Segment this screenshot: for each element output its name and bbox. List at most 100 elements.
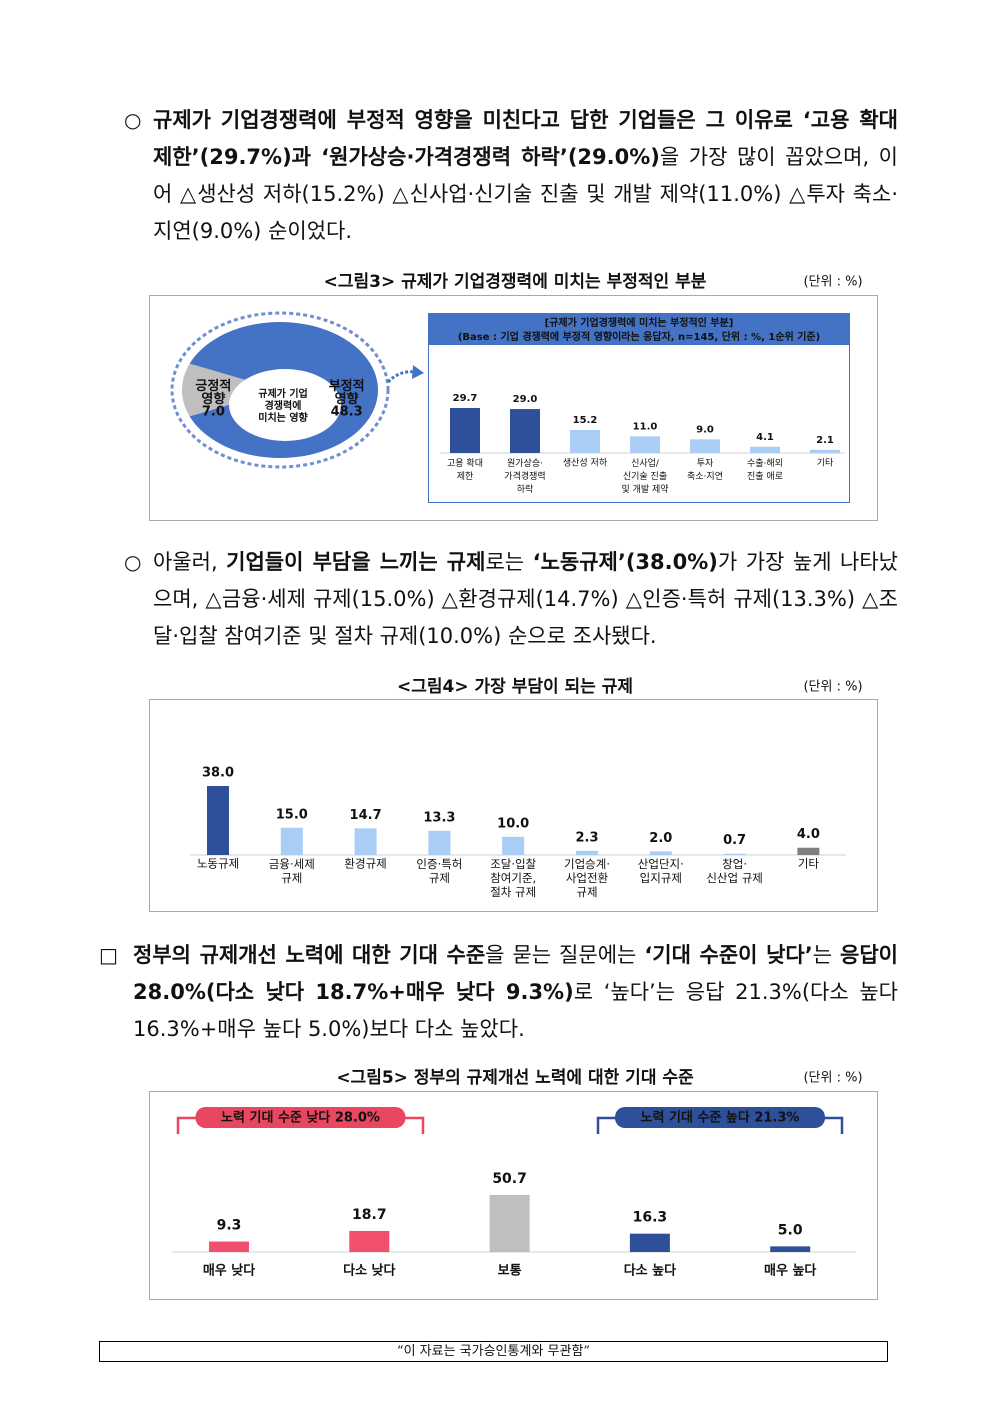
- annotation-pill: [195, 1107, 406, 1128]
- category-label: 수출·해외 진출 애로: [747, 457, 783, 482]
- footer: “이 자료는 국가승인통계와 무관함”: [99, 1341, 888, 1362]
- value-label: 15.2: [573, 415, 598, 426]
- bar: [690, 439, 720, 453]
- value-label: 18.7: [352, 1207, 387, 1223]
- value-label: 50.7: [492, 1171, 527, 1187]
- text-run: 아울러,: [153, 550, 227, 574]
- category-label: 신사업/신기술 진출 및 개발 제약: [621, 458, 668, 495]
- slice-value: 7.0: [202, 405, 225, 420]
- annotation: 노력 기대 수준 낮다 28.0%: [221, 1110, 380, 1126]
- value-label: 9.3: [217, 1218, 242, 1234]
- category-label: 다소 낮다: [343, 1263, 395, 1279]
- text-run: 정부의 규제개선 노력에 대한 기대 수준: [133, 943, 486, 967]
- bar: [502, 836, 525, 855]
- category-label: 환경규제: [344, 857, 386, 871]
- slice-value: 48.3: [331, 405, 363, 420]
- category-label: 보통: [498, 1264, 522, 1279]
- unit-label: (단위 : %): [803, 1071, 862, 1086]
- value-label: 4.0: [797, 827, 820, 842]
- figure-box: [149, 699, 878, 912]
- bar: [629, 1233, 670, 1252]
- category-label: 기타: [798, 857, 820, 871]
- annotation-pill: [615, 1107, 825, 1128]
- category-label: 노동규제: [197, 857, 239, 871]
- bar: [576, 850, 598, 855]
- figure-title: <그림4> 가장 부담이 되는 규제: [397, 677, 633, 697]
- category-label: 고용 확대 제한: [447, 457, 483, 482]
- text-run: 가 가장 높게 나타났으며, △금융·세제 규제(15.0%) △환경규제(14…: [153, 550, 898, 648]
- value-label: 0.7: [723, 833, 746, 848]
- paragraph: 아울러, 기업들이 부담을 느끼는 규제로는 ‘노동규제’(38.0%)가 가장…: [153, 544, 898, 655]
- category-label: 투자 축소·지연: [687, 458, 723, 482]
- bar: [770, 1246, 811, 1252]
- bar: [207, 786, 229, 855]
- text-run: 로는: [485, 550, 533, 574]
- category-label: 금융·세제 규제: [269, 857, 315, 885]
- bar: [797, 847, 820, 855]
- arrow-head: [412, 365, 424, 379]
- bar: [750, 446, 780, 453]
- value-label: 29.0: [513, 394, 538, 405]
- text-run: ‘노동규제’(38.0%): [532, 550, 718, 574]
- value-label: 15.0: [276, 807, 308, 822]
- bar: [209, 1241, 249, 1252]
- value-label: 2.0: [649, 831, 672, 846]
- slice-label: 부정적 영향: [329, 378, 365, 407]
- bar: [280, 827, 303, 855]
- annotation: 노력 기대 수준 높다 21.3%: [641, 1110, 800, 1126]
- category-label: 산업단지· 입지규제: [638, 857, 684, 885]
- category-label: 기타: [817, 458, 834, 469]
- slice-label: 긍정적 영향: [195, 378, 231, 407]
- category-label: 창업· 신산업 규제: [706, 857, 763, 885]
- text-run: 는: [812, 943, 841, 967]
- value-label: 5.0: [778, 1222, 803, 1238]
- category-label: 조달·입찰 참여기준, 절차 규제: [490, 857, 536, 899]
- figure-title: <그림5> 정부의 규제개선 노력에 대한 기대 수준: [336, 1068, 694, 1088]
- value-label: 14.7: [350, 808, 382, 823]
- value-label: 2.3: [575, 830, 598, 845]
- paragraph: 정부의 규제개선 노력에 대한 기대 수준을 묻는 질문에는 ‘기대 수준이 낮…: [133, 937, 898, 1048]
- panel-title: [규제가 기업경쟁력에 미치는 부정적인 부분]: [545, 316, 734, 329]
- bar: [723, 853, 746, 855]
- value-label: 4.1: [756, 432, 774, 443]
- unit-label: (단위 : %): [803, 275, 862, 290]
- text-run: 로 ‘높다’는 응답 21.3%(다소 높다 16.3%+매우 높다 5.0%)…: [133, 980, 899, 1041]
- inset-header: [429, 314, 849, 345]
- bar: [510, 409, 540, 453]
- figure-box: [149, 1091, 878, 1300]
- figure-title: <그림3> 규제가 기업경쟁력에 미치는 부정적인 부분: [324, 272, 707, 292]
- value-label: 38.0: [202, 766, 234, 781]
- bar: [489, 1195, 530, 1252]
- figure-box: [149, 295, 878, 521]
- bar: [354, 828, 377, 855]
- bar: [630, 436, 660, 453]
- text-run: 응답이 28.0%(다소 낮다 18.7%+매우 낮다 9.3%): [133, 943, 898, 1004]
- value-label: 10.0: [497, 816, 529, 831]
- category-label: 생산성 저하: [563, 458, 608, 469]
- value-label: 16.3: [633, 1210, 668, 1226]
- panel-subtitle: (Base : 기업 경쟁력에 부정적 영향이라는 응답자, n=145, 단위…: [458, 330, 820, 343]
- value-label: 13.3: [423, 810, 455, 825]
- paragraph: 규제가 기업경쟁력에 부정적 영향을 미친다고 답한 기업들은 그 이유로 ‘고…: [153, 102, 898, 250]
- center-label: 규제가 기업 경쟁력에 미치는 영향: [258, 387, 308, 424]
- bullet: □: [99, 943, 118, 967]
- value-label: 29.7: [453, 393, 478, 404]
- text-run: 기업들이 부담을 느끼는 규제: [226, 550, 486, 574]
- category-label: 다소 높다: [624, 1263, 676, 1279]
- value-label: 9.0: [696, 424, 714, 435]
- category-label: 매우 낮다: [203, 1263, 255, 1279]
- donut-hole: [229, 369, 341, 441]
- category-label: 기업승계· 사업전환 규제: [564, 857, 610, 899]
- pie-slice: [182, 363, 280, 417]
- text-run: 을 묻는 질문에는: [485, 943, 645, 967]
- category-label: 매우 높다: [764, 1263, 816, 1279]
- text-run: 을 가장 많이 꼽았으며, 이어 △생산성 저하(15.2%) △신사업·신기술…: [153, 145, 898, 243]
- bullet: ○: [124, 550, 142, 574]
- text-run: 규제가 기업경쟁력에 부정적 영향을 미친다고 답한 기업들은 그 이유로 ‘고…: [153, 108, 898, 169]
- bar: [349, 1230, 390, 1252]
- bullet: ○: [124, 108, 142, 132]
- value-label: 11.0: [633, 421, 658, 432]
- arrow: [386, 370, 416, 384]
